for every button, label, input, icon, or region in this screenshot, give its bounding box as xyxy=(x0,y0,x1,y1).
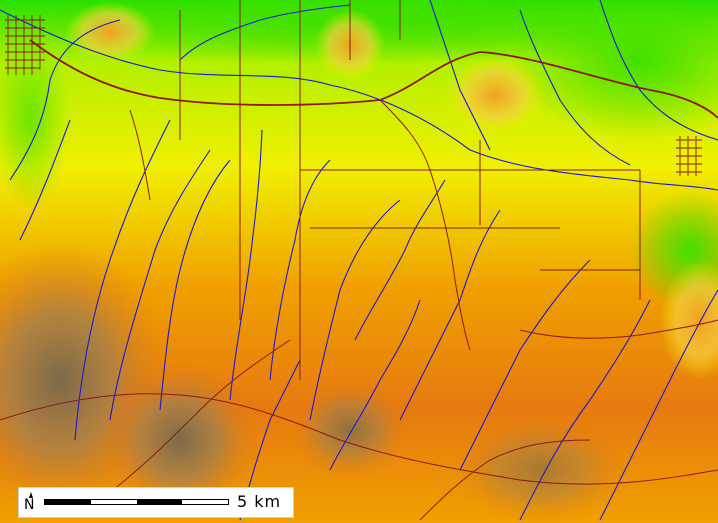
stream xyxy=(429,0,491,151)
stream xyxy=(329,299,421,471)
road xyxy=(0,393,718,485)
scale-bar-graphic xyxy=(44,499,229,505)
stream xyxy=(74,119,171,441)
mountain-layer xyxy=(0,240,630,523)
highway xyxy=(29,39,718,119)
stream xyxy=(9,19,121,181)
stream xyxy=(229,129,263,401)
main-river xyxy=(0,9,718,191)
stream xyxy=(309,199,401,421)
scale-segment xyxy=(136,500,183,504)
stream xyxy=(19,119,71,241)
stream xyxy=(519,9,631,166)
scale-distance-label: 5 km xyxy=(237,492,282,511)
stream xyxy=(519,299,651,521)
road xyxy=(519,319,718,339)
road xyxy=(129,109,151,201)
stream xyxy=(269,159,331,381)
stream xyxy=(399,209,501,421)
road xyxy=(99,339,291,501)
hill-layer xyxy=(65,2,718,380)
road xyxy=(379,99,471,351)
road xyxy=(419,439,591,521)
road xyxy=(179,0,401,140)
stream xyxy=(599,0,718,141)
stream xyxy=(459,259,591,471)
scale-segment xyxy=(45,500,91,504)
stream xyxy=(354,179,446,341)
stream xyxy=(159,159,231,411)
north-arrow-icon xyxy=(29,492,33,498)
north-label: N xyxy=(24,497,35,513)
scale-bar: N 5 km xyxy=(18,487,294,518)
stream xyxy=(179,4,351,61)
town-west xyxy=(5,15,45,75)
town-east xyxy=(676,136,702,176)
stream xyxy=(109,149,211,421)
north-arrow: N xyxy=(24,492,38,514)
